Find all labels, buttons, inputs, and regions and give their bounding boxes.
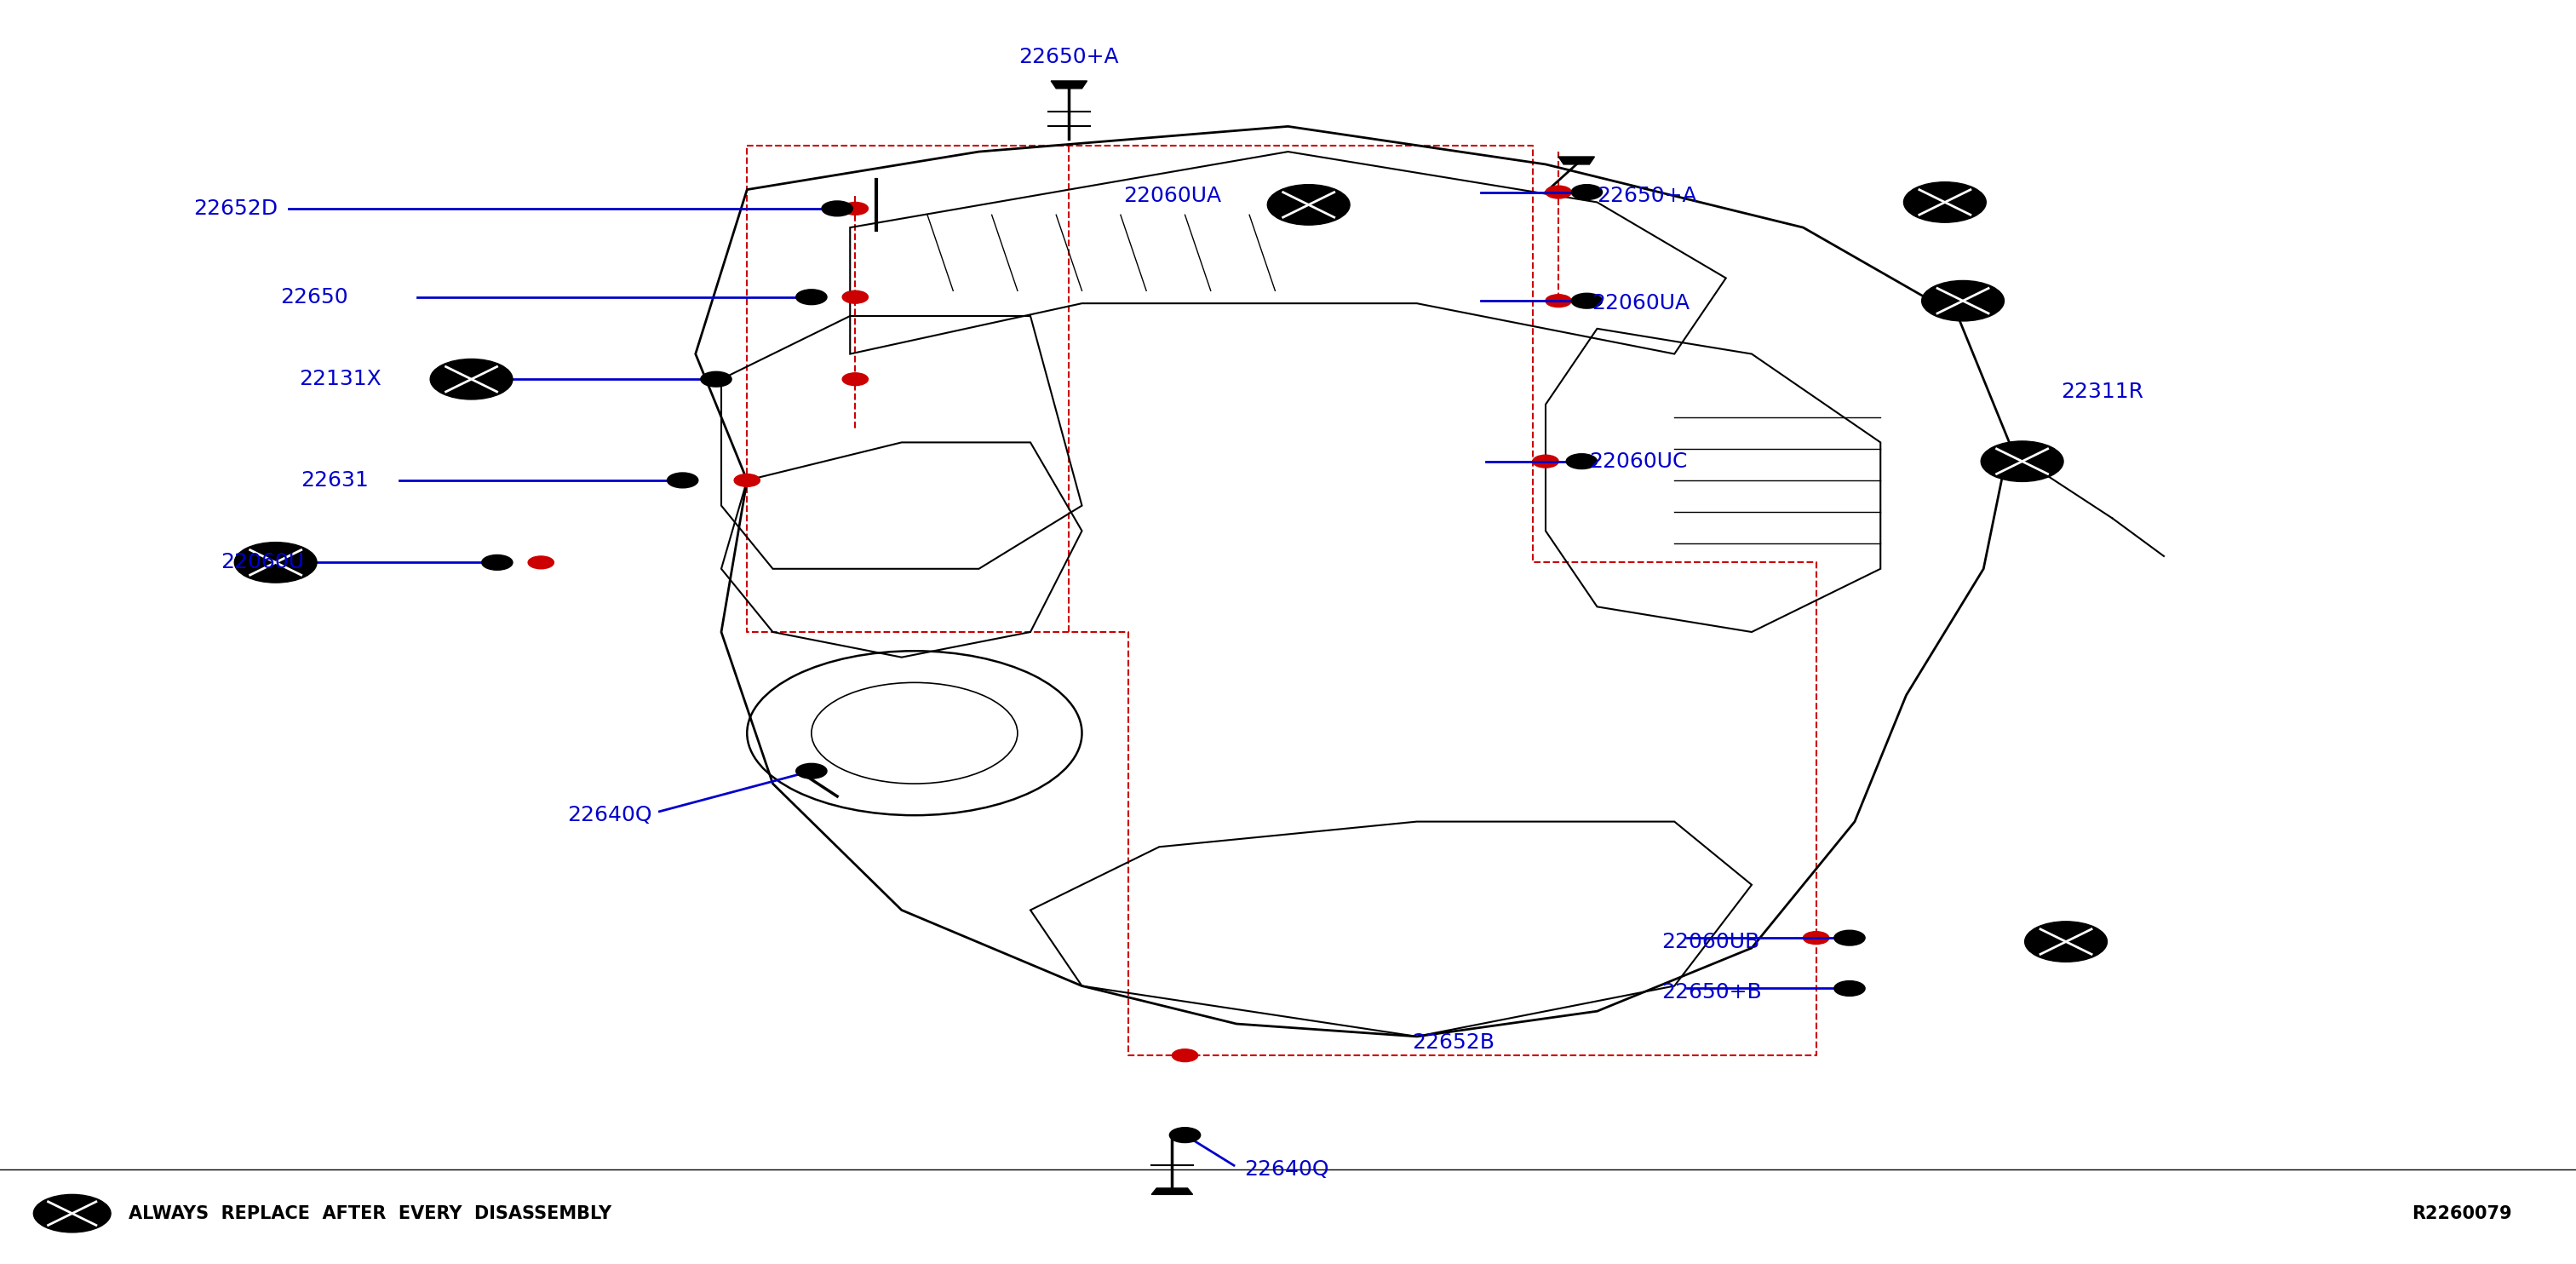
Circle shape — [1834, 981, 1865, 996]
Polygon shape — [1151, 1188, 1193, 1194]
Text: 22650+B: 22650+B — [1662, 982, 1762, 1002]
Text: 22640Q: 22640Q — [567, 805, 652, 825]
Circle shape — [234, 542, 317, 583]
Circle shape — [33, 1194, 111, 1232]
Text: 22652D: 22652D — [193, 198, 278, 219]
Circle shape — [701, 372, 732, 387]
Text: 22060UB: 22060UB — [1662, 932, 1759, 952]
Circle shape — [1922, 281, 2004, 321]
Circle shape — [1566, 454, 1597, 469]
Circle shape — [842, 373, 868, 386]
Circle shape — [482, 555, 513, 570]
Polygon shape — [1051, 81, 1087, 88]
Circle shape — [1172, 1049, 1198, 1062]
Text: 22060UC: 22060UC — [1589, 451, 1687, 471]
Circle shape — [1571, 293, 1602, 308]
Circle shape — [1546, 186, 1571, 198]
Text: 22650+A: 22650+A — [1597, 186, 1698, 206]
Circle shape — [1267, 185, 1350, 225]
Circle shape — [734, 474, 760, 487]
Circle shape — [430, 359, 513, 399]
Circle shape — [667, 473, 698, 488]
Circle shape — [1904, 182, 1986, 222]
Circle shape — [2025, 921, 2107, 962]
Circle shape — [1834, 930, 1865, 945]
Text: 22060UA: 22060UA — [1123, 186, 1221, 206]
Text: 22060U: 22060U — [222, 552, 304, 573]
Circle shape — [842, 202, 868, 215]
Circle shape — [528, 556, 554, 569]
Circle shape — [1546, 295, 1571, 307]
Text: 22060UA: 22060UA — [1592, 293, 1690, 313]
Circle shape — [1571, 185, 1602, 200]
Text: 22652B: 22652B — [1412, 1033, 1494, 1053]
Circle shape — [1803, 932, 1829, 944]
Text: 22650: 22650 — [281, 287, 348, 307]
Text: 22631: 22631 — [301, 470, 368, 490]
Circle shape — [842, 291, 868, 303]
Circle shape — [796, 763, 827, 779]
Text: 22311R: 22311R — [2061, 382, 2143, 402]
Circle shape — [796, 289, 827, 305]
Text: ALWAYS  REPLACE  AFTER  EVERY  DISASSEMBLY: ALWAYS REPLACE AFTER EVERY DISASSEMBLY — [129, 1205, 611, 1222]
Circle shape — [1533, 455, 1558, 468]
Polygon shape — [1558, 157, 1595, 164]
Circle shape — [1170, 1127, 1200, 1143]
Circle shape — [822, 201, 853, 216]
Text: 22650+A: 22650+A — [1020, 47, 1118, 67]
Text: 22640Q: 22640Q — [1244, 1159, 1329, 1179]
Circle shape — [1981, 441, 2063, 482]
Text: R2260079: R2260079 — [2411, 1205, 2512, 1222]
Text: 22131X: 22131X — [299, 369, 381, 389]
